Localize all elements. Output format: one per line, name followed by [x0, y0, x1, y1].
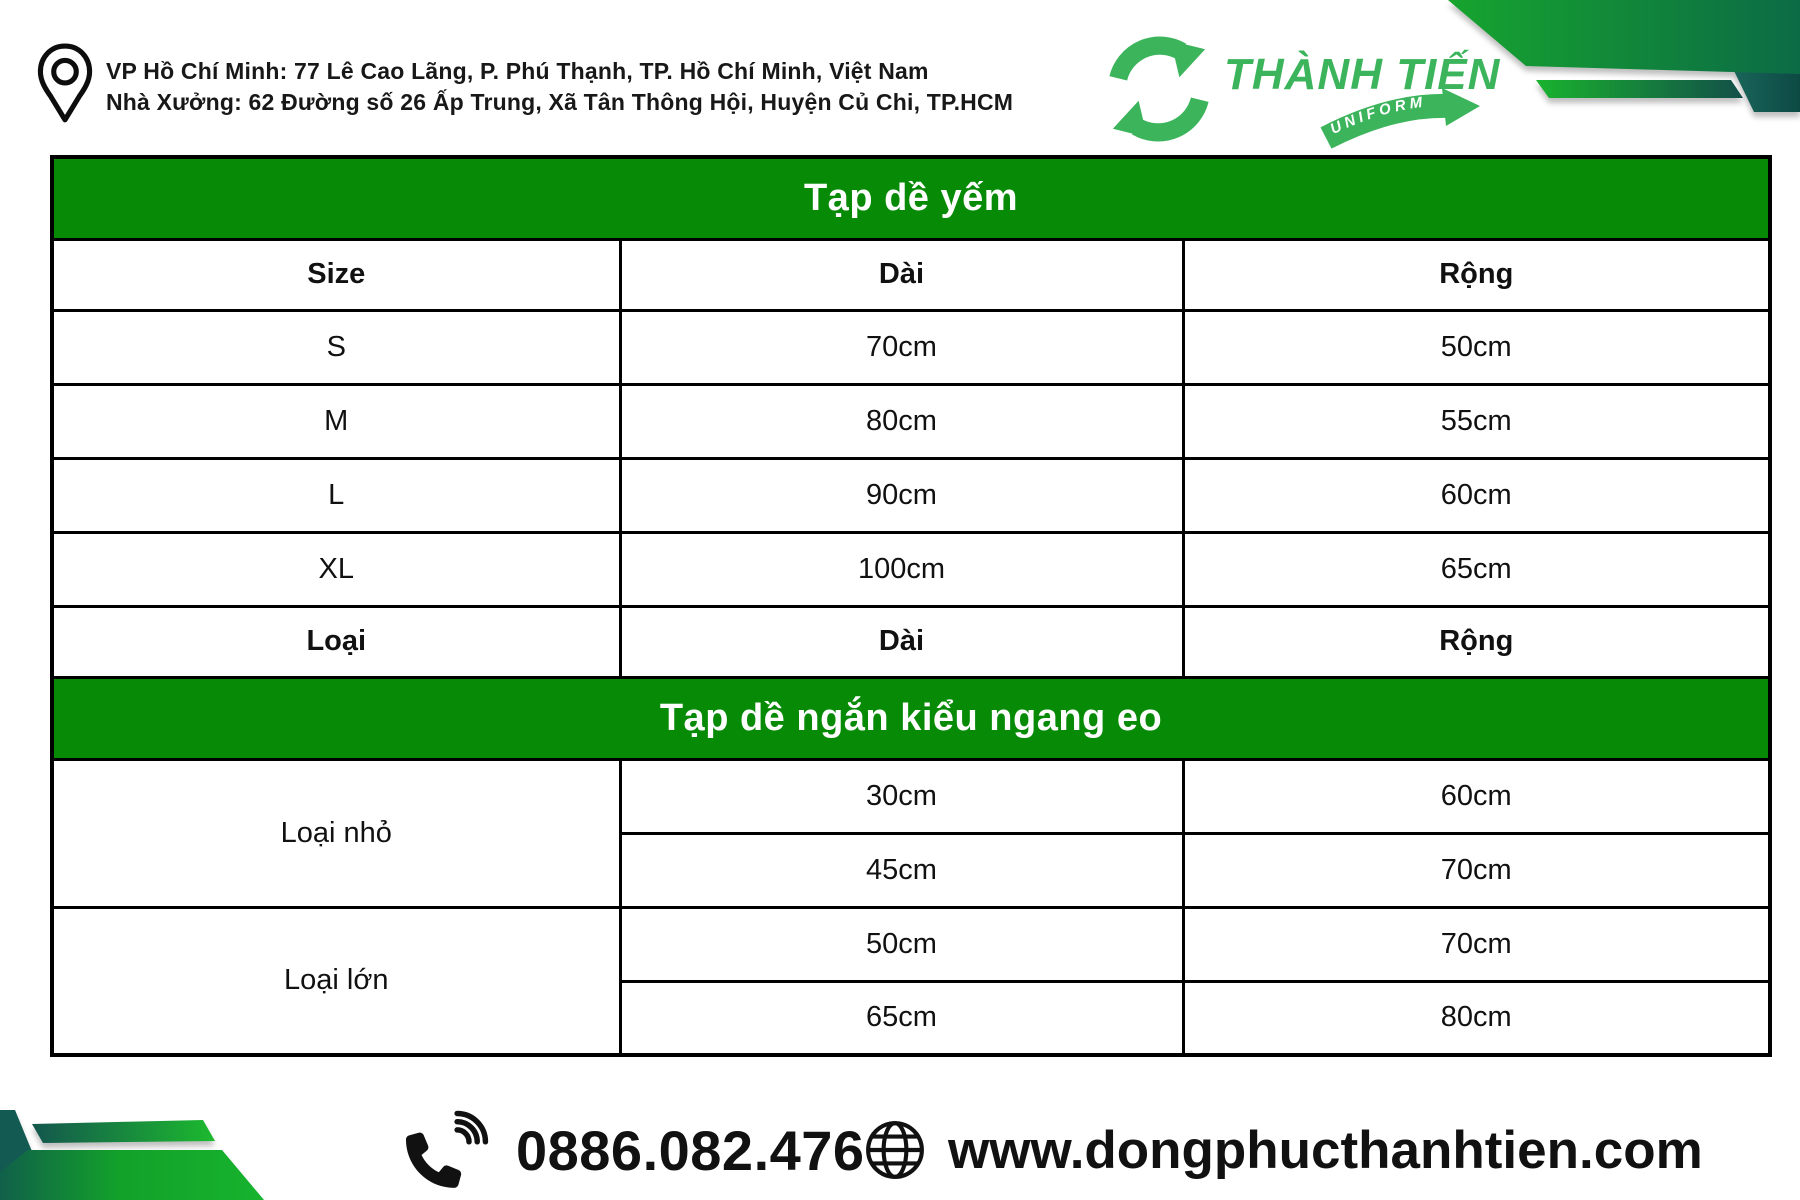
- phone-contact: 0886.082.476: [406, 1108, 865, 1192]
- bottom-left-ribbon-decoration: [0, 1110, 264, 1200]
- length-value: 90cm: [618, 456, 1185, 534]
- table-row: Loại nhỏ 30cm 60cm: [50, 757, 1772, 909]
- section-title-bib-apron: Tạp dề yếm: [50, 155, 1772, 241]
- col-header-length: Dài: [618, 237, 1185, 312]
- width-value: 65cm: [1181, 530, 1772, 608]
- globe-icon: [866, 1121, 924, 1179]
- table-row: XL 100cm 65cm: [50, 530, 1772, 608]
- uniform-swoosh: UNIFORM: [1320, 88, 1480, 149]
- table-row: Loại lớn 50cm 70cm: [50, 905, 1772, 1057]
- table-row: S 70cm 50cm: [50, 308, 1772, 386]
- length-value: 30cm: [618, 757, 1185, 835]
- width-value: 80cm: [1181, 979, 1772, 1057]
- size-label: XL: [50, 530, 622, 608]
- table-row: 65cm 80cm: [52, 979, 1772, 1057]
- table-row: Tạp dề ngắn kiểu ngang eo: [50, 675, 1772, 761]
- table-row: M 80cm 55cm: [50, 382, 1772, 460]
- width-value: 55cm: [1181, 382, 1772, 460]
- section-title-waist-apron: Tạp dề ngắn kiểu ngang eo: [50, 675, 1772, 761]
- location-pin-icon: [37, 43, 93, 123]
- apron-size-table: Tạp dề yếm Size Dài Rộng S 70cm 50cm M 8…: [50, 155, 1773, 1057]
- address-line-2: Nhà Xưởng: 62 Đường số 26 Ấp Trung, Xã T…: [106, 89, 1014, 115]
- col-header-type: Loại: [50, 604, 622, 679]
- width-value: 60cm: [1181, 757, 1772, 835]
- website-contact: www.dongphucthanhtien.com: [864, 1108, 1703, 1192]
- table-row: Loại Dài Rộng: [50, 604, 1772, 679]
- size-label: S: [50, 308, 622, 386]
- table-row: Tạp dề yếm: [50, 155, 1772, 241]
- width-value: 70cm: [1181, 905, 1772, 983]
- length-value: 50cm: [618, 905, 1185, 983]
- address-line-1: VP Hồ Chí Minh: 77 Lê Cao Lãng, P. Phú T…: [106, 58, 929, 84]
- length-value: 70cm: [618, 308, 1185, 386]
- phone-number: 0886.082.476: [516, 1118, 865, 1182]
- company-address: VP Hồ Chí Minh: 77 Lê Cao Lãng, P. Phú T…: [106, 56, 1013, 118]
- table-row: Size Dài Rộng: [50, 237, 1772, 312]
- brand-name: THÀNH TIẾN: [1224, 50, 1501, 99]
- type-label-large: Loại lớn: [50, 905, 622, 1057]
- type-label-small: Loại nhỏ: [50, 757, 622, 909]
- length-value: 80cm: [618, 382, 1185, 460]
- length-value: 100cm: [618, 530, 1185, 608]
- length-value: 45cm: [618, 831, 1185, 909]
- col-header-size: Size: [50, 237, 622, 312]
- website-url: www.dongphucthanhtien.com: [948, 1120, 1703, 1180]
- table-row: 45cm 70cm: [52, 831, 1772, 909]
- width-value: 60cm: [1181, 456, 1772, 534]
- col-header-length: Dài: [618, 604, 1185, 679]
- table-row: L 90cm 60cm: [50, 456, 1772, 534]
- width-value: 50cm: [1181, 308, 1772, 386]
- col-header-width: Rộng: [1181, 237, 1772, 312]
- size-label: M: [50, 382, 622, 460]
- col-header-width: Rộng: [1181, 604, 1772, 679]
- top-right-ribbon-decoration: [1448, 0, 1800, 112]
- width-value: 70cm: [1181, 831, 1772, 909]
- cycle-arrows-logo-icon: [1109, 36, 1209, 142]
- size-label: L: [50, 456, 622, 534]
- phone-icon: [406, 1110, 489, 1188]
- length-value: 65cm: [618, 979, 1185, 1057]
